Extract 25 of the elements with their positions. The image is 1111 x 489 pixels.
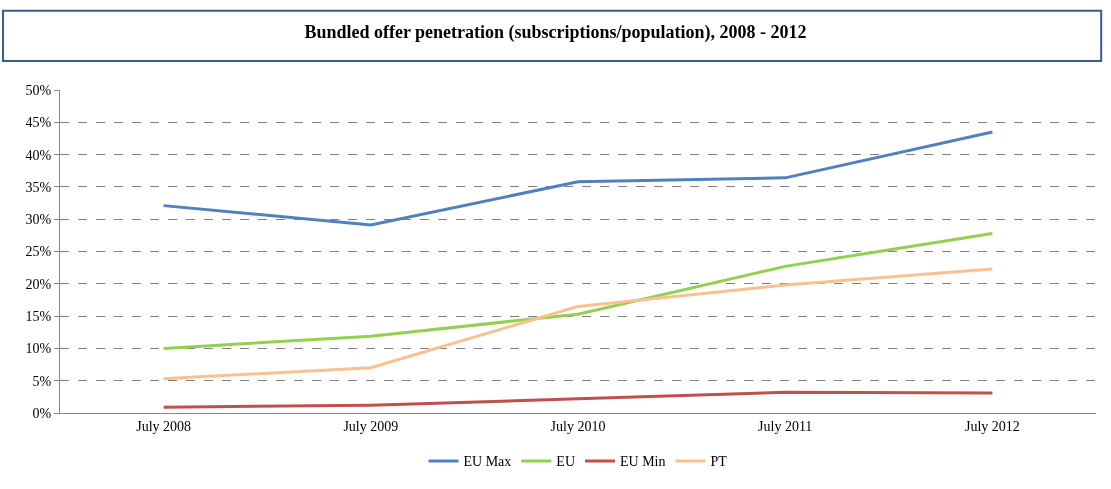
y-tick-label: 20% <box>25 276 52 292</box>
legend-label: EU Min <box>620 454 666 470</box>
line-series <box>162 130 994 227</box>
y-tick-label: 45% <box>25 115 52 131</box>
x-tick-label: July 2008 <box>136 418 192 434</box>
x-tick-label: July 2010 <box>550 418 606 434</box>
y-tick-label: 5% <box>32 373 52 389</box>
y-tick-label: 0% <box>32 405 52 421</box>
y-tick-label: 10% <box>25 341 52 357</box>
y-tick-label: 30% <box>25 212 52 228</box>
y-tick-label: 15% <box>25 309 52 324</box>
line-series <box>162 390 994 409</box>
y-tick-label: 50% <box>25 82 52 98</box>
line-series <box>162 267 994 381</box>
legend-label: EU Max <box>463 454 512 470</box>
legend-label: PT <box>710 454 728 470</box>
legend-label: EU <box>556 454 575 470</box>
line-series <box>162 231 994 350</box>
y-tick-label: 25% <box>25 244 52 260</box>
y-tick-label: 35% <box>25 179 52 195</box>
x-tick-label: July 2012 <box>964 418 1020 434</box>
chart-title: Bundled offer penetration (subscriptions/population), 2008 - 2012 <box>304 22 807 44</box>
x-tick-label: July 2009 <box>343 418 399 434</box>
x-tick-label: July 2011 <box>758 418 813 434</box>
y-tick-label: 40% <box>25 147 52 163</box>
